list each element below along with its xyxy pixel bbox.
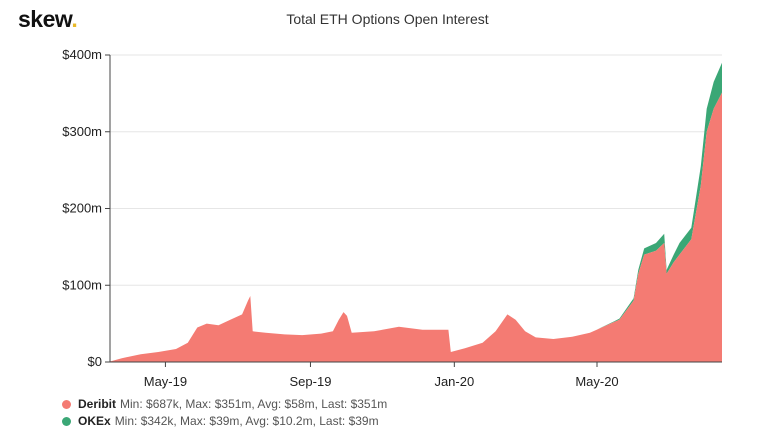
y-tick-label: $0 (88, 354, 102, 369)
legend-series-summary: Min: $342k, Max: $39m, Avg: $10.2m, Last… (114, 414, 379, 428)
legend-series-summary: Min: $687k, Max: $351m, Avg: $58m, Last:… (120, 397, 388, 411)
legend-series-name: OKEx (78, 414, 111, 428)
y-tick-label: $100m (62, 277, 102, 292)
y-tick-label: $300m (62, 124, 102, 139)
logo-text: skew (18, 6, 72, 32)
x-tick-label: Sep-19 (290, 374, 332, 389)
grid-lines (110, 54, 722, 286)
legend-swatch (62, 400, 71, 409)
chart-title: Total ETH Options Open Interest (286, 11, 489, 27)
x-axis: May-19 Sep-19 Jan-20 May-20 (110, 361, 722, 389)
chart-legend: Deribit Min: $687k, Max: $351m, Avg: $58m… (62, 396, 387, 430)
chart-areas (110, 62, 722, 362)
y-tick-label: $200m (62, 201, 102, 216)
legend-entry-deribit[interactable]: Deribit Min: $687k, Max: $351m, Avg: $58m… (62, 396, 387, 413)
series-area-deribit (110, 92, 722, 362)
y-axis: $0 $100m $200m $300m $400m (62, 47, 111, 369)
x-tick-label: May-19 (144, 374, 187, 389)
legend-series-name: Deribit (78, 397, 117, 411)
legend-swatch (62, 417, 71, 426)
skew-logo: skew. (18, 6, 78, 33)
logo-dot: . (71, 6, 78, 32)
y-tick-label: $400m (62, 47, 102, 62)
x-tick-label: May-20 (575, 374, 618, 389)
x-tick-label: Jan-20 (434, 374, 474, 389)
legend-entry-okex[interactable]: OKEx Min: $342k, Max: $39m, Avg: $10.2m, … (62, 413, 387, 430)
